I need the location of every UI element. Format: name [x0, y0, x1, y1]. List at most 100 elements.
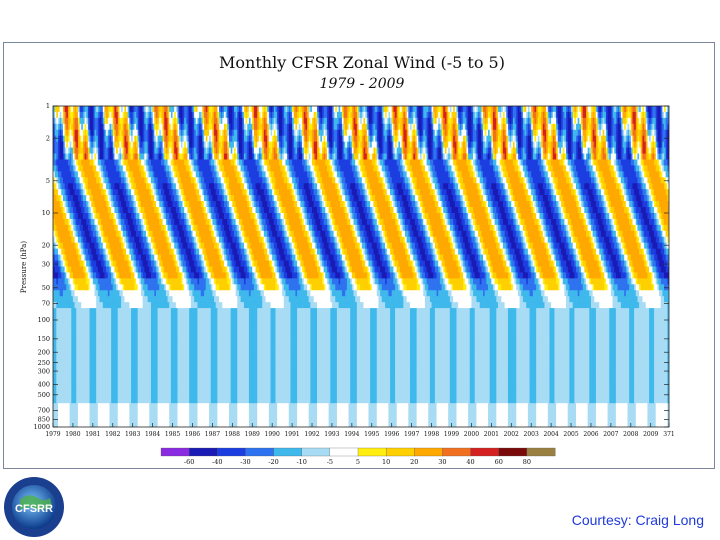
- heatmap-cell: [600, 117, 603, 125]
- heatmap-cell: [177, 117, 180, 125]
- heatmap-cell: [443, 117, 446, 125]
- heatmap-cell: [607, 177, 610, 184]
- heatmap-cell: [182, 135, 185, 143]
- heatmap-cell: [258, 117, 261, 125]
- heatmap-cell: [368, 117, 371, 125]
- heatmap-cell: [592, 106, 595, 113]
- heatmap-cell: [439, 117, 442, 125]
- heatmap-cell: [640, 171, 643, 178]
- heatmap-cell: [288, 117, 291, 125]
- heatmap-cell: [546, 141, 549, 149]
- heatmap-cell: [149, 159, 152, 166]
- heatmap-cell: [147, 106, 150, 113]
- heatmap-cell: [121, 165, 124, 172]
- heatmap-cell: [652, 147, 655, 154]
- heatmap-cell: [405, 135, 408, 143]
- heatmap-cell: [212, 111, 215, 119]
- heatmap-cell: [56, 159, 59, 166]
- heatmap-cell: [366, 106, 369, 113]
- heatmap-cell: [187, 117, 190, 125]
- heatmap-cell: [219, 165, 222, 172]
- heatmap-cell: [177, 123, 180, 131]
- heatmap-cell: [356, 153, 359, 160]
- heatmap-cell: [655, 129, 658, 137]
- heatmap-cell: [589, 171, 592, 178]
- heatmap-cell: [602, 165, 605, 172]
- heatmap-cell: [489, 106, 492, 113]
- heatmap-cell: [657, 135, 660, 143]
- heatmap-cell: [589, 106, 592, 113]
- heatmap-cell: [406, 159, 409, 166]
- heatmap-cell: [625, 177, 628, 184]
- heatmap-cell: [509, 135, 512, 143]
- heatmap-cell: [248, 165, 251, 172]
- heatmap-cell: [461, 177, 464, 184]
- heatmap-cell: [650, 129, 653, 137]
- heatmap-cell: [625, 117, 628, 125]
- heatmap-cell: [157, 135, 160, 143]
- heatmap-cell: [180, 111, 183, 119]
- heatmap-cell: [199, 111, 202, 119]
- heatmap-cell: [277, 117, 280, 125]
- heatmap-cell: [353, 165, 356, 172]
- heatmap-cell: [192, 135, 195, 143]
- heatmap-cell: [380, 117, 383, 125]
- heatmap-cell: [471, 147, 474, 154]
- heatmap-cell: [536, 165, 539, 172]
- heatmap-cell: [175, 106, 178, 113]
- heatmap-cell: [61, 177, 64, 184]
- heatmap-cell: [647, 159, 650, 166]
- heatmap-cell: [496, 159, 499, 166]
- heatmap-cell: [53, 165, 56, 172]
- heatmap-cell: [493, 141, 496, 149]
- heatmap-cell: [620, 141, 623, 149]
- heatmap-cell: [637, 141, 640, 149]
- heatmap-cell: [338, 159, 341, 166]
- heatmap-cell: [81, 117, 84, 125]
- heatmap-cell: [463, 135, 466, 143]
- heatmap-cell: [150, 117, 154, 125]
- heatmap-cell: [390, 117, 393, 125]
- heatmap-cell: [97, 159, 100, 166]
- heatmap-cell: [561, 177, 564, 184]
- heatmap-cell: [610, 153, 613, 160]
- heatmap-cell: [620, 129, 623, 137]
- heatmap-cell: [343, 111, 346, 119]
- heatmap-cell: [180, 106, 183, 113]
- heatmap-cell: [461, 153, 464, 160]
- heatmap-cell: [160, 159, 163, 166]
- heatmap-cell: [74, 141, 77, 149]
- heatmap-cell: [61, 135, 64, 143]
- heatmap-cell: [665, 123, 668, 131]
- heatmap-cell: [391, 165, 394, 172]
- heatmap-cell: [532, 111, 535, 119]
- heatmap-cell: [546, 106, 549, 113]
- heatmap-cell: [368, 135, 371, 143]
- heatmap-cell: [341, 135, 344, 143]
- heatmap-cell: [222, 165, 225, 172]
- heatmap-cell: [219, 129, 222, 137]
- heatmap-cell: [154, 111, 157, 119]
- heatmap-cell: [127, 177, 130, 184]
- heatmap-cell: [229, 123, 232, 131]
- heatmap-cell: [444, 135, 447, 143]
- heatmap-cell: [594, 165, 597, 172]
- heatmap-cell: [282, 106, 285, 113]
- heatmap-cell: [250, 117, 253, 125]
- heatmap-cell: [620, 135, 623, 143]
- heatmap-cell: [552, 123, 555, 131]
- heatmap-cell: [53, 123, 56, 131]
- heatmap-cell: [54, 123, 57, 131]
- heatmap-cell: [159, 123, 162, 131]
- heatmap-cell: [622, 147, 625, 154]
- heatmap-cell: [87, 183, 90, 190]
- heatmap-cell: [497, 165, 501, 172]
- heatmap-cell: [517, 123, 520, 131]
- heatmap-cell: [371, 135, 374, 143]
- heatmap-cell: [624, 106, 627, 113]
- heatmap-cell: [662, 171, 665, 178]
- heatmap-cell: [159, 135, 162, 143]
- heatmap-cell: [612, 106, 615, 113]
- heatmap-cell: [662, 106, 665, 113]
- heatmap-cell: [64, 177, 67, 184]
